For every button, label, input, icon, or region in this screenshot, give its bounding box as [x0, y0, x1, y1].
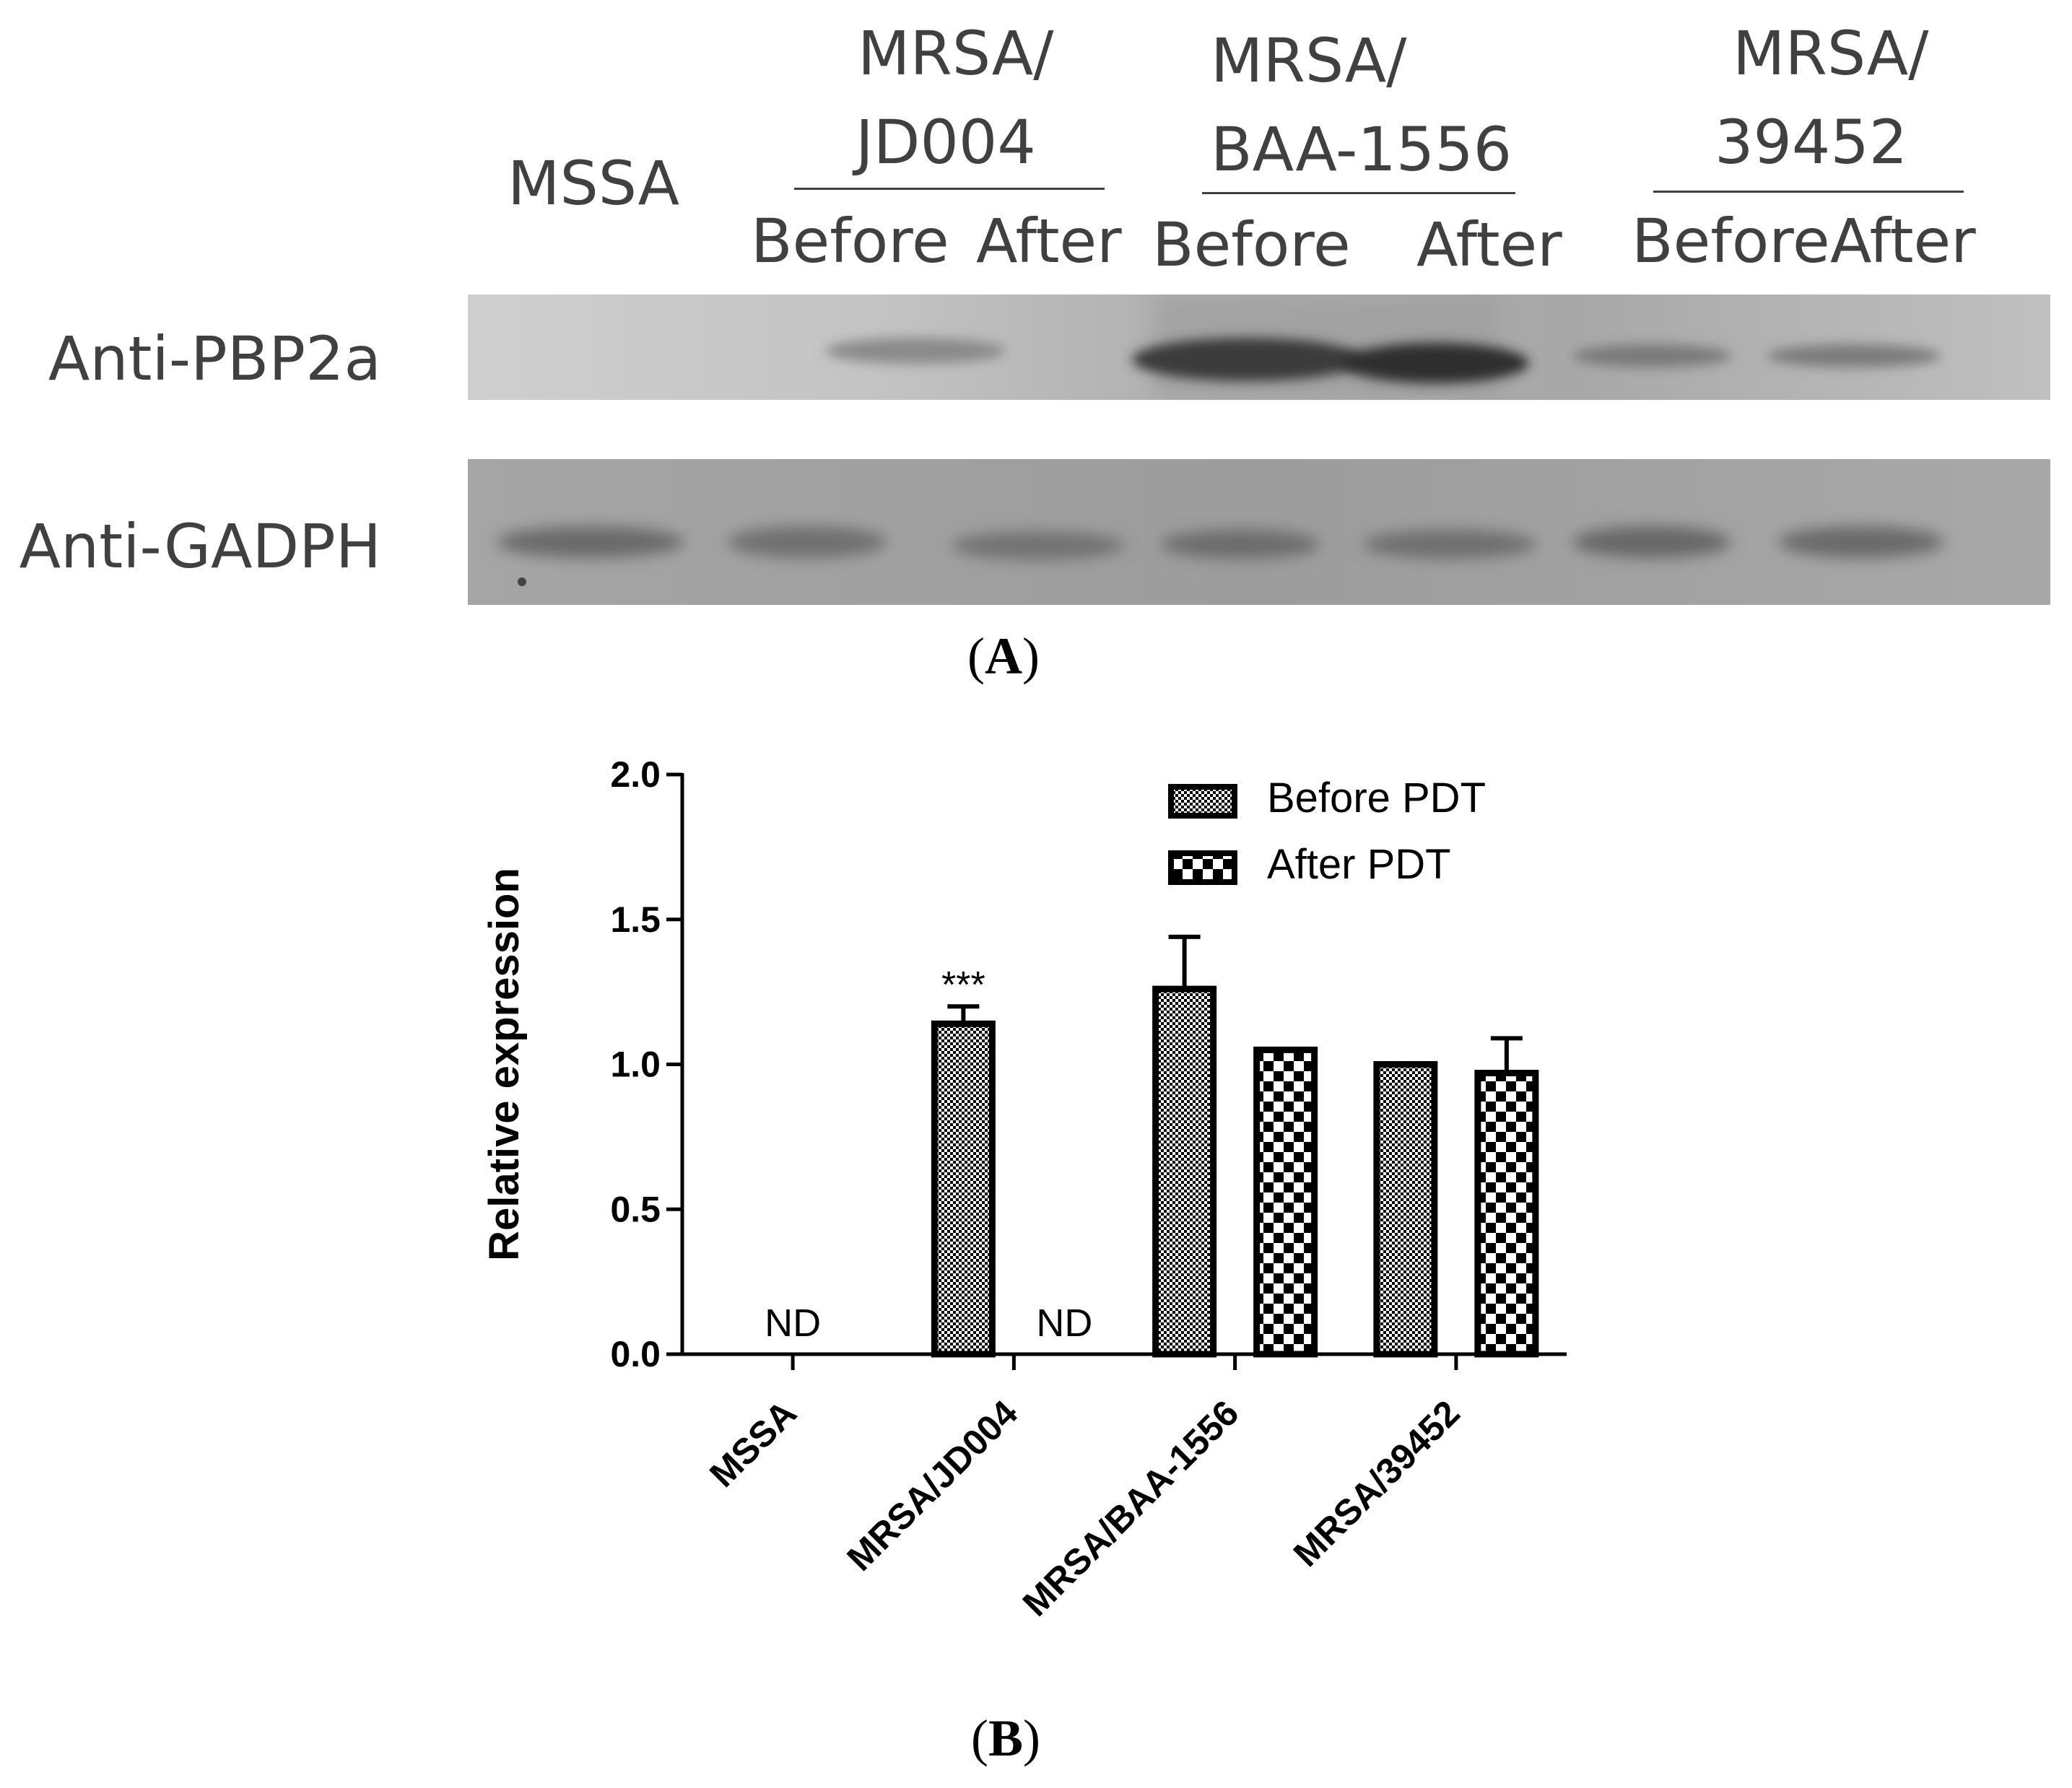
bar-before — [1373, 1061, 1438, 1358]
nd-annotation: ND — [1036, 1301, 1092, 1345]
group-label-baa1556-line2: BAA-1556 — [1211, 114, 1512, 185]
group-label-jd004-line2: JD004 — [856, 107, 1036, 178]
legend-swatch — [1168, 784, 1237, 819]
lane-label-39452-before: Before — [1632, 206, 1830, 276]
band-gadph-baa1556-before — [1161, 530, 1320, 559]
band-gadph-39452-before — [1572, 526, 1731, 558]
band-pbp2a-39452-before — [1572, 344, 1731, 367]
y-tick-label: 0.5 — [610, 1189, 661, 1229]
group-rule-jd004 — [794, 188, 1105, 190]
group-label-39452-line1: MRSA/ — [1733, 18, 1929, 89]
bar-after — [1474, 1070, 1539, 1358]
bar-before — [931, 1020, 996, 1358]
x-tick-label: MRSA/39452 — [1286, 1392, 1468, 1574]
band-pbp2a-baa1556-before — [1132, 338, 1363, 381]
x-tick-label: MRSA/BAA-1556 — [1015, 1392, 1247, 1624]
blot-strip-pbp2a — [468, 295, 2050, 400]
group-label-baa1556-line1: MRSA/ — [1211, 25, 1407, 96]
lane-label-baa1556-before: Before — [1152, 209, 1351, 280]
lane-label-jd004-before: Before — [751, 206, 949, 276]
panel-label-a: (A) — [967, 627, 1040, 685]
band-gadph-mssa — [497, 526, 684, 558]
group-label-39452-line2: 39452 — [1715, 107, 1908, 178]
y-axis-label: Relative expression — [481, 868, 528, 1261]
lane-label-jd004-after: After — [976, 206, 1122, 276]
bar-before — [1152, 985, 1217, 1358]
band-gadph-jd004-after — [952, 531, 1125, 560]
y-tick-label: 1.0 — [610, 1045, 661, 1085]
lane-label-mssa: MSSA — [508, 148, 680, 219]
band-pbp2a-39452-after — [1767, 344, 1941, 367]
lane-label-39452-after: After — [1830, 206, 1976, 276]
band-gadph-baa1556-after — [1363, 530, 1536, 559]
row-label-pbp2a: Anti-PBP2a — [48, 323, 381, 394]
y-tick-label: 2.0 — [610, 754, 661, 795]
nd-annotation: ND — [765, 1301, 821, 1345]
group-label-jd004-line1: MRSA/ — [858, 18, 1054, 89]
blot-speck — [518, 577, 526, 586]
bar-chart: 0.0 0.5 1.0 1.5 2.0 Relative expression MSSA MR… — [481, 754, 1567, 1624]
bars — [931, 934, 1539, 1358]
panel-letter-a: A — [984, 627, 1022, 685]
group-rule-39452 — [1653, 191, 1964, 193]
band-pbp2a-jd004-before — [825, 338, 1006, 364]
lane-label-baa1556-after: After — [1416, 209, 1562, 280]
legend: Before PDT After PDT — [1168, 775, 1486, 888]
band-gadph-jd004-before — [728, 526, 887, 558]
legend-label: After PDT — [1267, 841, 1451, 888]
significance-annotation: *** — [941, 964, 985, 1006]
y-tick-label: 0.0 — [610, 1334, 661, 1374]
panel-label-b: (B) — [971, 1709, 1040, 1767]
band-pbp2a-baa1556-after — [1341, 343, 1529, 383]
group-rule-baa1556 — [1202, 192, 1515, 194]
y-tick-label: 1.5 — [610, 899, 661, 940]
band-gadph-39452-after — [1778, 526, 1944, 558]
panel-letter-b: B — [988, 1709, 1024, 1767]
legend-label: Before PDT — [1267, 775, 1486, 821]
legend-swatch — [1168, 850, 1237, 885]
x-tick-label: MSSA — [702, 1392, 804, 1495]
x-tick-label: MRSA/JD004 — [839, 1392, 1025, 1579]
bar-after — [1253, 1046, 1318, 1358]
blot-strip-gadph — [468, 459, 2050, 605]
row-label-gadph: Anti-GADPH — [19, 511, 381, 582]
